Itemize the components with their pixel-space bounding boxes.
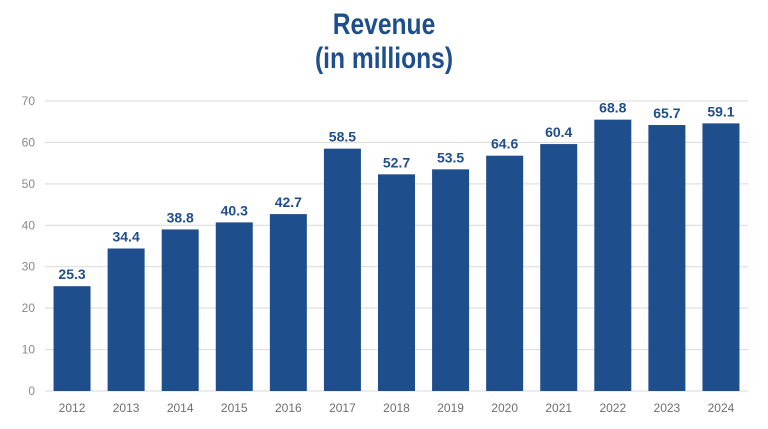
y-tick-label: 50 <box>22 177 36 191</box>
x-tick-label-2015: 2015 <box>221 401 248 415</box>
bar-value-label-2013: 34.4 <box>112 228 139 244</box>
y-axis-ticks: 0 10 20 30 40 50 60 70 <box>22 94 36 398</box>
bar-2016 <box>269 214 307 391</box>
x-tick-label-2013: 2013 <box>113 401 140 415</box>
x-tick-label-2012: 2012 <box>59 401 86 415</box>
y-tick-label: 0 <box>28 384 35 398</box>
x-tick-label-2016: 2016 <box>275 401 302 415</box>
bar-value-label-2014: 38.8 <box>167 209 194 225</box>
bar-2014 <box>161 229 199 391</box>
bar-2020 <box>486 155 524 391</box>
x-axis-ticks: 2012 2013 2014 2015 2016 2017 2018 2019 2020 2021… <box>59 401 735 415</box>
y-tick-label: 60 <box>22 135 36 149</box>
y-tick-label: 20 <box>22 301 36 315</box>
x-tick-label-2018: 2018 <box>383 401 410 415</box>
bar-value-label-2021: 60.4 <box>545 124 572 140</box>
bar-value-label-2018: 52.7 <box>383 154 410 170</box>
x-tick-label-2014: 2014 <box>167 401 194 415</box>
y-tick-label: 40 <box>22 218 36 232</box>
bar-value-label-2019: 53.5 <box>437 149 464 165</box>
bars-layer <box>53 119 740 392</box>
labels-layer: 25.3 34.4 38.8 40.3 42.7 58.5 52.7 53.5 64.6 60.4… <box>58 100 734 283</box>
x-tick-label-2023: 2023 <box>654 401 681 415</box>
bar-value-label-2016: 42.7 <box>275 194 302 210</box>
y-tick-label: 70 <box>22 94 36 108</box>
bar-2012 <box>53 286 91 391</box>
bar-2022 <box>594 119 632 392</box>
bar-value-label-2024: 59.1 <box>707 103 734 119</box>
x-tick-label-2021: 2021 <box>545 401 572 415</box>
bar-2024 <box>702 123 740 391</box>
chart-title-line2: (in millions) <box>314 42 454 75</box>
bar-value-label-2023: 65.7 <box>653 105 680 121</box>
x-tick-label-2022: 2022 <box>599 401 626 415</box>
bar-value-label-2015: 40.3 <box>221 202 248 218</box>
x-tick-label-2019: 2019 <box>437 401 464 415</box>
bar-value-label-2022: 68.8 <box>599 100 626 116</box>
chart-title-line1: Revenue <box>332 8 436 41</box>
bar-2018 <box>378 174 415 391</box>
bar-2013 <box>107 248 145 391</box>
bar-value-label-2020: 64.6 <box>491 136 518 152</box>
x-tick-label-2017: 2017 <box>329 401 356 415</box>
x-tick-label-2020: 2020 <box>491 401 518 415</box>
bar-2017 <box>323 148 361 391</box>
chart-title: Revenue (in millions) <box>69 8 699 76</box>
bar-2021 <box>540 144 578 391</box>
bar-value-label-2012: 25.3 <box>58 266 85 282</box>
y-tick-label: 30 <box>22 260 36 274</box>
bar-2023 <box>648 125 686 392</box>
y-tick-label: 10 <box>22 343 36 357</box>
x-tick-label-2024: 2024 <box>708 401 735 415</box>
bar-value-label-2017: 58.5 <box>329 129 356 145</box>
bar-2019 <box>432 169 470 391</box>
bar-2015 <box>215 222 253 391</box>
